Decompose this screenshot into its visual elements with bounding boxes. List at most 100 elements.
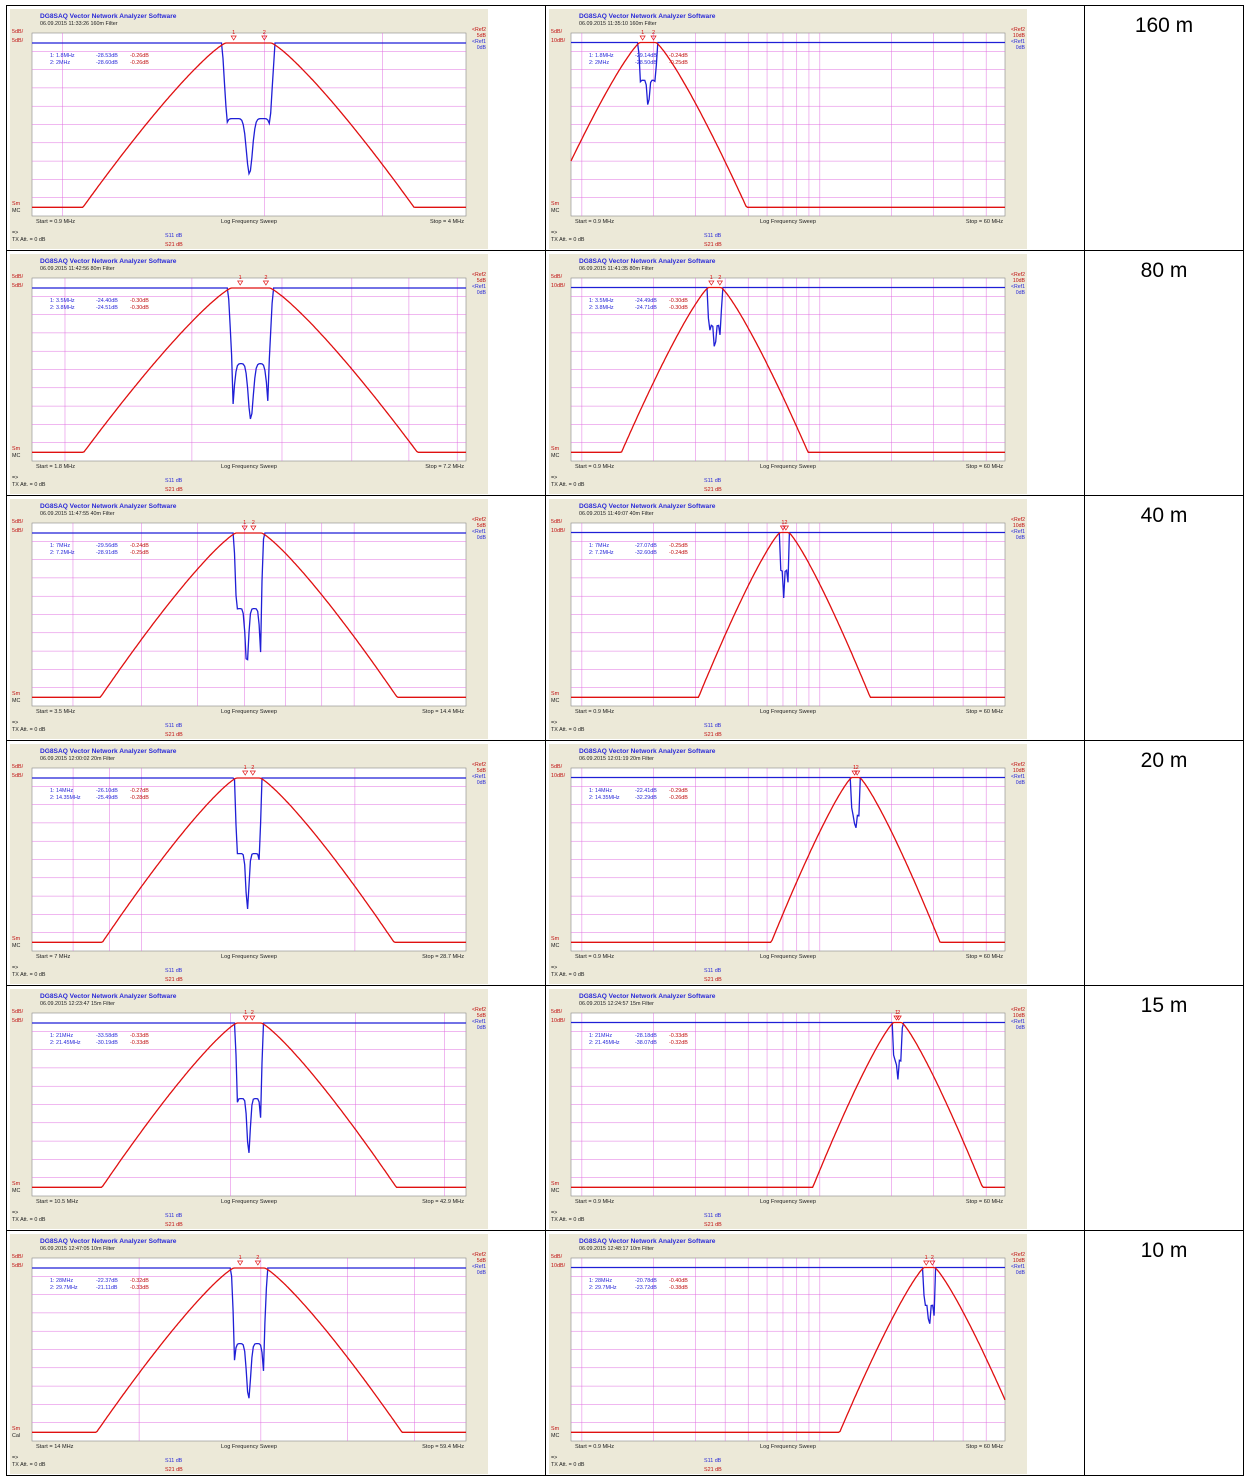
marker-readout-s21: -0.24dB	[130, 543, 149, 549]
marker-readout-s21: -0.32dB	[130, 1278, 149, 1284]
narrow-sweep-cell: DG8SAQ Vector Network Analyzer Software 0…	[7, 986, 546, 1231]
s21-legend: S21 dB	[165, 732, 183, 738]
arrow-label: =>	[12, 475, 18, 481]
sm-label: Sm	[12, 446, 21, 452]
marker-readout-s11: -24.49dB	[635, 298, 657, 304]
start-frequency: Start = 10.5 MHz	[36, 1199, 78, 1205]
band-label: 15 m	[1085, 994, 1243, 1018]
marker-number: 1	[243, 520, 246, 526]
scale-top-label: 5dB/	[551, 274, 563, 280]
app-title: DG8SAQ Vector Network Analyzer Software	[40, 748, 177, 755]
s11-legend: S11 dB	[165, 968, 183, 974]
timestamp: 06.09.2015 11:49:07 40m Filter	[579, 511, 654, 517]
scale-secondary-label: 5dB/	[12, 528, 24, 534]
wide-sweep-cell: DG8SAQ Vector Network Analyzer Software 0…	[546, 6, 1085, 251]
scale-top-label: 5dB/	[12, 519, 24, 525]
stop-frequency: Stop = 42.9 MHz	[422, 1199, 464, 1205]
marker-readout-s11: -28.50dB	[635, 60, 657, 66]
sweep-label: Log Frequency Sweep	[760, 1444, 816, 1450]
scale-top-label: 5dB/	[551, 29, 563, 35]
band-row: DG8SAQ Vector Network Analyzer Software 0…	[7, 741, 1244, 986]
scale-secondary-label: 5dB/	[12, 38, 24, 44]
marker-number: 1	[239, 1255, 242, 1261]
marker-readout-freq: 1: 28MHz	[589, 1278, 612, 1284]
marker-readout-s21: -0.33dB	[130, 1040, 149, 1046]
band-label: 160 m	[1085, 14, 1243, 38]
marker-readout-s21: -0.28dB	[130, 795, 149, 801]
marker-readout-s11: -22.41dB	[635, 788, 657, 794]
marker-readout-freq: 1: 28MHz	[50, 1278, 73, 1284]
timestamp: 06.09.2015 12:24:57 15m Filter	[579, 1001, 654, 1007]
marker-readout-s21: -0.33dB	[130, 1285, 149, 1291]
start-frequency: Start = 0.9 MHz	[575, 219, 614, 225]
marker-readout-s11: -21.11dB	[96, 1285, 118, 1291]
band-row: DG8SAQ Vector Network Analyzer Software 0…	[7, 6, 1244, 251]
filter-comparison-table: DG8SAQ Vector Network Analyzer Software 0…	[6, 5, 1244, 1476]
s11-legend: S11 dB	[704, 723, 722, 729]
timestamp: 06.09.2015 11:33:26 160m Filter	[40, 21, 118, 27]
timestamp: 06.09.2015 11:42:56 80m Filter	[40, 266, 115, 272]
tx-attenuation: TX Att. = 0 dB	[551, 972, 585, 978]
s21-legend: S21 dB	[165, 1222, 183, 1228]
sm-label: Sm	[12, 201, 21, 207]
sm-label: Sm	[551, 936, 560, 942]
vna-screenshot: DG8SAQ Vector Network Analyzer Software0…	[549, 499, 1027, 739]
marker-number: 2	[251, 1010, 254, 1016]
marker-readout-s11: -38.07dB	[635, 1040, 657, 1046]
marker-readout-freq: 2: 2MHz	[589, 60, 609, 66]
arrow-label: =>	[551, 1455, 557, 1461]
sm-label: Sm	[12, 1426, 21, 1432]
marker-readout-s11: -29.56dB	[96, 543, 118, 549]
mode-label: MC	[12, 208, 20, 214]
narrow-sweep-cell: DG8SAQ Vector Network Analyzer Software 0…	[7, 496, 546, 741]
vna-screenshot: DG8SAQ Vector Network Analyzer Software0…	[549, 989, 1027, 1229]
marker-number: 2	[718, 275, 721, 281]
marker-readout-s11: -22.37dB	[96, 1278, 118, 1284]
scale-top-label: 5dB/	[551, 1254, 563, 1260]
timestamp: 06.09.2015 11:41:35 80m Filter	[579, 266, 654, 272]
marker-readout-s21: -0.30dB	[669, 305, 688, 311]
arrow-label: =>	[551, 230, 557, 236]
scale-secondary-label: 5dB/	[12, 1018, 24, 1024]
sweep-label: Log Frequency Sweep	[221, 954, 277, 960]
stop-frequency: Stop = 14.4 MHz	[422, 709, 464, 715]
start-frequency: Start = 0.9 MHz	[36, 219, 75, 225]
app-title: DG8SAQ Vector Network Analyzer Software	[579, 993, 716, 1000]
timestamp: 06.09.2015 12:01:19 20m Filter	[579, 756, 654, 762]
sweep-label: Log Frequency Sweep	[221, 1199, 277, 1205]
tx-attenuation: TX Att. = 0 dB	[551, 1462, 585, 1468]
arrow-label: =>	[12, 1210, 18, 1216]
tx-attenuation: TX Att. = 0 dB	[551, 482, 585, 488]
marker-number: 2	[931, 1255, 934, 1261]
start-frequency: Start = 0.9 MHz	[575, 709, 614, 715]
scale-top-label: 5dB/	[12, 764, 24, 770]
marker-readout-s21: -0.33dB	[130, 1033, 149, 1039]
sm-label: Sm	[551, 446, 560, 452]
band-row: DG8SAQ Vector Network Analyzer Software 0…	[7, 986, 1244, 1231]
marker-readout-s21: -0.29dB	[669, 788, 688, 794]
marker-readout-freq: 1: 7MHz	[589, 543, 609, 549]
tx-attenuation: TX Att. = 0 dB	[12, 1462, 46, 1468]
band-cell: 40 m	[1085, 496, 1244, 741]
vna-screenshot: DG8SAQ Vector Network Analyzer Software0…	[549, 254, 1027, 494]
marker-number: 2	[856, 765, 859, 771]
marker-readout-s11: -20.78dB	[635, 1278, 657, 1284]
band-label: 80 m	[1085, 259, 1243, 283]
band-row: DG8SAQ Vector Network Analyzer Software 0…	[7, 496, 1244, 741]
stop-frequency: Stop = 59.4 MHz	[422, 1444, 464, 1450]
marker-readout-s11: -28.53dB	[96, 53, 118, 59]
s21-legend: S21 dB	[704, 242, 722, 248]
sm-label: Sm	[551, 201, 560, 207]
sweep-label: Log Frequency Sweep	[221, 219, 277, 225]
marker-readout-s21: -0.30dB	[669, 298, 688, 304]
marker-number: 2	[784, 520, 787, 526]
marker-number: 1	[244, 1010, 247, 1016]
marker-number: 1	[710, 275, 713, 281]
mode-label: MC	[12, 943, 20, 949]
marker-readout-s21: -0.24dB	[669, 550, 688, 556]
stop-frequency: Stop = 4 MHz	[430, 219, 464, 225]
ref1-value: 0dB	[1016, 1025, 1026, 1031]
mode-label: MC	[551, 943, 559, 949]
s11-legend: S11 dB	[165, 233, 183, 239]
narrow-sweep-cell: DG8SAQ Vector Network Analyzer Software 0…	[7, 1231, 546, 1476]
